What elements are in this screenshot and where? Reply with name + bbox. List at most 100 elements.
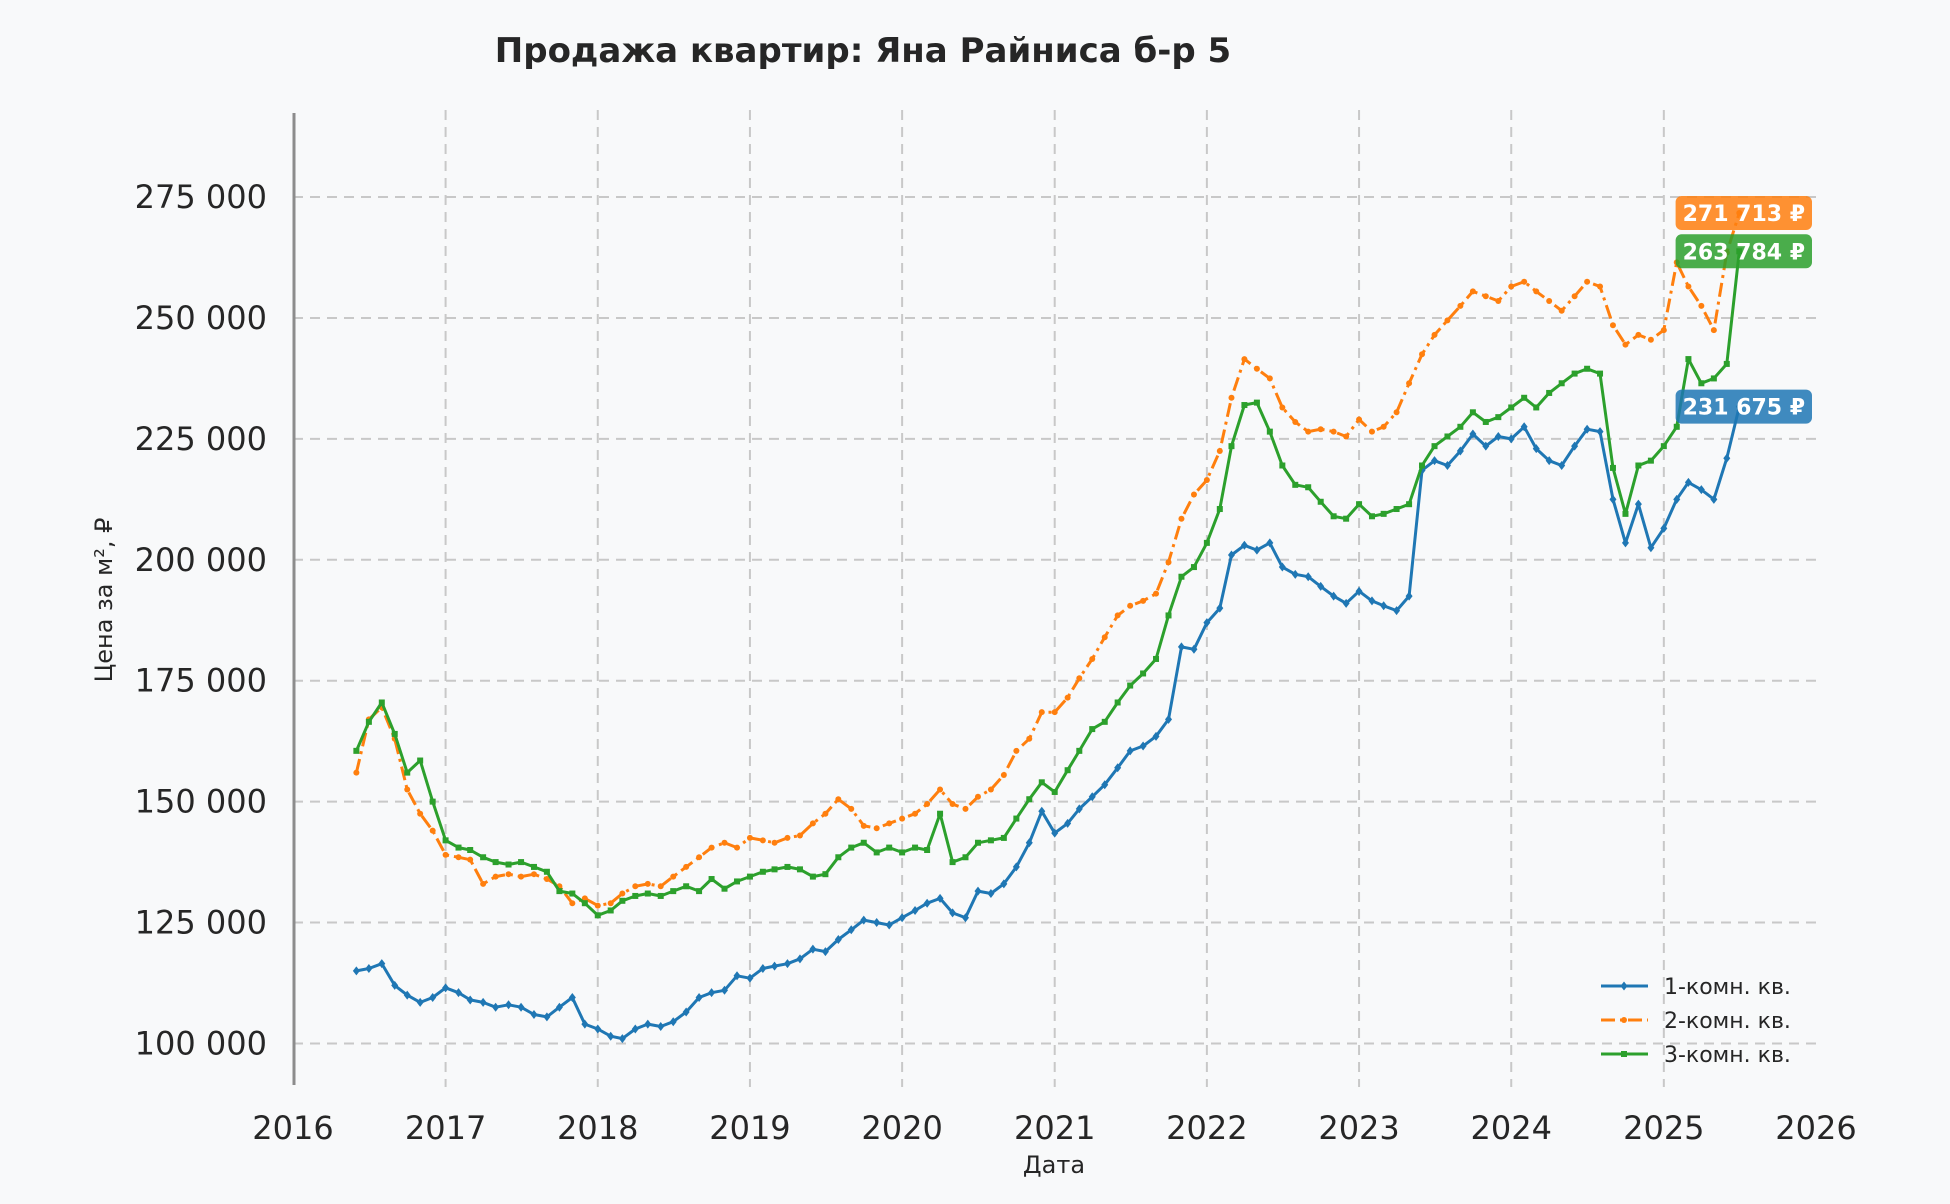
data-point — [569, 890, 576, 897]
data-point — [607, 900, 614, 907]
data-point — [1495, 298, 1502, 305]
data-point — [429, 827, 436, 834]
data-point — [1482, 441, 1490, 451]
end-value-label: 263 784 ₽ — [1675, 234, 1812, 269]
data-point — [721, 839, 728, 846]
data-point — [696, 854, 703, 861]
y-tick-label: 125 000 — [135, 904, 267, 942]
data-point — [809, 873, 816, 880]
end-label-text: 263 784 ₽ — [1683, 240, 1805, 265]
data-point — [1558, 380, 1565, 387]
data-point — [1558, 307, 1565, 314]
data-point — [1635, 331, 1642, 338]
data-point — [618, 1034, 626, 1044]
data-point — [619, 890, 626, 897]
data-point — [619, 897, 626, 904]
data-point — [1139, 741, 1147, 751]
data-point — [1127, 602, 1134, 609]
data-point — [886, 844, 893, 851]
data-point — [961, 913, 969, 923]
data-point — [1647, 543, 1655, 553]
data-point — [1685, 356, 1692, 363]
data-point — [378, 959, 386, 969]
data-point — [455, 988, 463, 998]
data-point — [1546, 389, 1553, 396]
data-point — [1419, 351, 1426, 358]
data-point — [1533, 288, 1540, 295]
data-point — [1710, 375, 1717, 382]
legend-swatch-marker — [1621, 1051, 1627, 1057]
data-point — [670, 888, 677, 895]
data-point — [1127, 682, 1134, 689]
data-point — [924, 847, 931, 854]
data-point — [860, 915, 868, 925]
data-point — [556, 888, 563, 895]
data-point — [1101, 780, 1109, 790]
data-point — [1101, 634, 1108, 641]
data-point — [1495, 414, 1502, 421]
data-point — [1253, 365, 1260, 372]
data-point — [1533, 404, 1540, 411]
data-point — [1609, 494, 1617, 504]
data-point — [949, 908, 957, 918]
series-3 — [353, 248, 1743, 919]
data-point — [1012, 862, 1020, 872]
data-point — [1508, 283, 1515, 290]
data-point — [518, 859, 525, 866]
data-point — [912, 844, 919, 851]
data-point — [442, 851, 449, 858]
data-point — [1165, 559, 1172, 566]
data-point — [1660, 443, 1667, 450]
data-point — [1051, 828, 1059, 838]
data-point — [822, 871, 829, 878]
data-point — [899, 815, 906, 822]
data-point — [771, 866, 778, 873]
data-point — [733, 971, 741, 981]
data-point — [518, 873, 525, 880]
data-point — [1393, 606, 1401, 616]
data-point — [937, 786, 944, 793]
legend-swatch-marker — [1621, 1017, 1627, 1023]
data-point — [1343, 515, 1350, 522]
data-point — [783, 959, 791, 969]
data-point — [404, 786, 411, 793]
data-point — [1521, 278, 1528, 285]
data-point — [1571, 293, 1578, 300]
chart-title: Продажа квартир: Яна Райниса б-р 5 — [495, 31, 1231, 71]
data-point — [1456, 446, 1464, 456]
data-point — [429, 798, 436, 805]
data-point — [632, 883, 639, 890]
data-point — [1089, 655, 1096, 662]
data-point — [1546, 298, 1553, 305]
data-point — [467, 856, 474, 863]
data-point — [734, 844, 741, 851]
data-point — [899, 849, 906, 856]
data-point — [1038, 779, 1045, 786]
data-point — [1521, 394, 1528, 401]
data-point — [848, 805, 855, 812]
data-point — [885, 920, 893, 930]
data-point — [835, 796, 842, 803]
data-point — [734, 878, 741, 885]
data-point — [594, 912, 601, 919]
data-point — [1469, 288, 1476, 295]
data-point — [1571, 370, 1578, 377]
data-point — [1330, 591, 1338, 601]
x-tick-label: 2024 — [1471, 1109, 1552, 1147]
data-point — [1216, 447, 1223, 454]
data-point — [1597, 370, 1604, 377]
data-point — [365, 964, 373, 974]
data-point — [1305, 484, 1312, 491]
data-point — [1356, 416, 1363, 423]
data-point — [1673, 423, 1680, 430]
data-point — [1469, 429, 1477, 439]
data-point — [1723, 360, 1730, 367]
data-point — [404, 769, 411, 776]
data-point — [796, 954, 804, 964]
data-point — [607, 907, 614, 914]
data-point — [1227, 550, 1235, 560]
data-point — [1013, 815, 1020, 822]
data-point — [1000, 834, 1007, 841]
end-label-text: 271 713 ₽ — [1683, 202, 1805, 227]
data-point — [442, 837, 449, 844]
